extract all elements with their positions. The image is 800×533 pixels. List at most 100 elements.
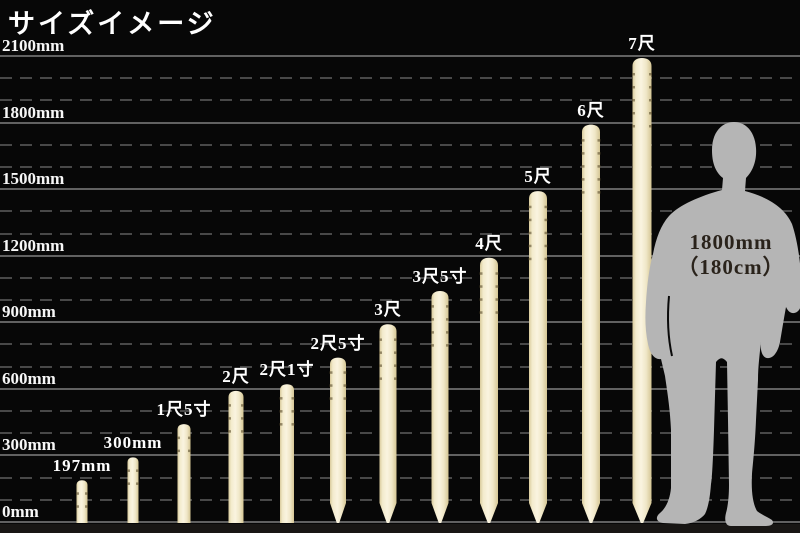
stake-notch [279, 423, 283, 426]
stake-notch [241, 430, 244, 433]
stake-notch [291, 423, 295, 426]
gridline-major [0, 521, 800, 523]
stake-notch [136, 469, 139, 472]
stake-notch [649, 85, 652, 89]
stake-notch [228, 430, 231, 433]
axis-tick-label: 1200mm [2, 235, 65, 255]
gridline-minor [0, 476, 800, 479]
person-height-label: 1800mm （180cm） [660, 230, 800, 280]
stake-notch [228, 417, 231, 420]
axis-tick-label: 600mm [2, 368, 56, 388]
bar-label: 300mm [103, 433, 163, 453]
stake-notch [431, 331, 434, 334]
stake-notch [479, 311, 483, 314]
stake-notch [329, 384, 333, 387]
stake-notch [597, 139, 601, 142]
stake-notch [76, 505, 79, 508]
stake-notch [241, 404, 244, 407]
gridline-minor [0, 77, 800, 80]
stake-notch [479, 298, 483, 301]
stake-bar [127, 457, 139, 523]
axis-tick-label: 900mm [2, 302, 56, 322]
stake-notch [85, 492, 88, 495]
stake-notch [279, 410, 283, 413]
gridline-minor [0, 232, 800, 235]
gridline-major [0, 121, 800, 124]
stake-notch [528, 231, 532, 235]
stake-notch [495, 298, 499, 301]
axis-tick-label: 1800mm [2, 102, 65, 122]
stake-notch [479, 272, 483, 275]
baseline-band [0, 524, 800, 533]
stake-notch [528, 218, 532, 222]
person-height-cm: （180cm） [677, 255, 785, 279]
stake-notch [544, 257, 548, 261]
stake-bar [280, 384, 294, 523]
stake-notch [597, 191, 601, 194]
stake-notch [632, 72, 635, 76]
stake-notch [446, 318, 449, 321]
gridline-major [0, 454, 800, 457]
gridline-minor [0, 210, 800, 213]
stake-notch [394, 351, 397, 354]
axis-tick-label: 300mm [2, 435, 56, 455]
gridline-major [0, 254, 800, 257]
stake-notch [479, 285, 483, 288]
stake-notch [581, 165, 585, 168]
gridline-major [0, 55, 800, 57]
stake-notch [649, 111, 652, 115]
stake-bar [582, 124, 600, 524]
page-title: サイズイメージ [8, 9, 217, 39]
gridline-minor [0, 299, 800, 302]
stake-notch [329, 397, 333, 400]
stake-notch [431, 344, 434, 347]
stake-notch [343, 384, 347, 387]
stake-bar [431, 291, 449, 523]
stake-notch [379, 377, 382, 380]
stake-notch [495, 272, 499, 275]
gridline-minor [0, 143, 800, 146]
stake-notch [177, 449, 180, 453]
gridline-minor [0, 276, 800, 279]
axis-tick-label: 0mm [2, 502, 39, 521]
stake-notch [495, 311, 499, 314]
person-height-mm: 1800mm [689, 230, 773, 254]
gridline-minor [0, 99, 800, 102]
axis-tick-label: 1500mm [2, 169, 65, 189]
bar-label: 5尺 [524, 167, 552, 187]
stake-notch [528, 205, 532, 209]
axis-tick-label: 2100mm [2, 36, 65, 55]
stake-notch [291, 410, 295, 413]
stake-notch [632, 98, 635, 102]
gridline-major [0, 387, 800, 390]
stake-notch [544, 244, 548, 248]
bar-label: 2尺1寸 [259, 360, 315, 380]
stake-notch [597, 165, 601, 168]
gridline-major [0, 188, 800, 191]
stake-notch [544, 218, 548, 222]
stake-notch [446, 344, 449, 347]
stake-notch [597, 178, 601, 181]
stake-notch [495, 285, 499, 288]
stake-notch [581, 139, 585, 142]
stake-notch [343, 397, 347, 400]
stake-notch [649, 124, 652, 128]
stake-notch [85, 505, 88, 508]
bar-label: 4尺 [475, 233, 503, 253]
stake-notch [632, 111, 635, 115]
person-arm-gap [667, 295, 673, 357]
gridline-minor [0, 498, 800, 501]
stake-bar [228, 390, 244, 523]
stake-notch [431, 305, 434, 308]
stake-notch [241, 417, 244, 420]
bar-label: 7尺 [628, 34, 656, 53]
stake-bar [76, 480, 88, 523]
person-body [645, 122, 800, 526]
gridline-minor [0, 432, 800, 435]
stake-notch [581, 152, 585, 155]
gridline-minor [0, 343, 800, 346]
gridline-minor [0, 165, 800, 168]
